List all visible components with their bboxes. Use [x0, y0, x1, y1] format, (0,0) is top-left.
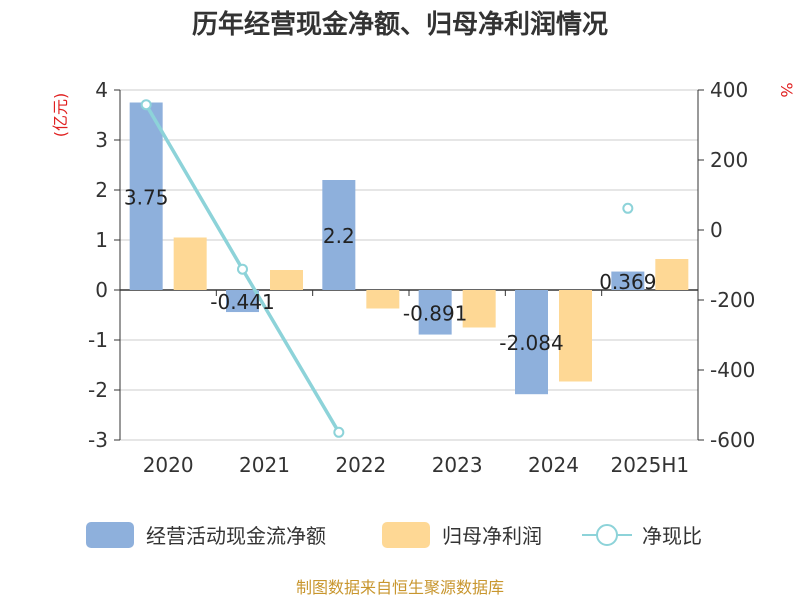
left-tick-label: 0 — [95, 278, 108, 302]
legend-swatch — [86, 522, 134, 548]
ratio-point — [140, 99, 152, 111]
left-tick-label: 1 — [95, 228, 108, 252]
right-tick-label: -400 — [710, 358, 755, 382]
left-tick-label: 4 — [95, 78, 108, 102]
net-profit-bar — [559, 290, 592, 382]
chart-title: 历年经营现金净额、归母净利润情况 — [192, 9, 608, 40]
x-tick-label: 2025H1 — [610, 453, 689, 477]
ratio-point — [333, 426, 345, 438]
cashflow-data-label: 3.75 — [124, 185, 169, 209]
legend-label: 归母净利润 — [442, 524, 542, 548]
axes: 4 3 2 1 0 -1 -2 -3 400 200 0 -200 -400 -600 2020 2021 20… — [88, 78, 755, 477]
net-profit-bar — [655, 259, 689, 290]
right-tick-label: 0 — [710, 218, 723, 242]
left-tick-label: -2 — [88, 378, 108, 402]
net-profit-bar — [366, 290, 400, 309]
legend: 经营活动现金流净额 归母净利润 净现比 — [86, 522, 702, 548]
right-axis-unit: % — [777, 82, 796, 97]
cashflow-bar — [611, 271, 645, 290]
legend-swatch — [382, 522, 430, 548]
legend-label: 经营活动现金流净额 — [146, 524, 326, 548]
legend-label: 净现比 — [642, 524, 702, 548]
cashflow-data-label: 2.2 — [323, 224, 355, 248]
cashflow-data-label: -2.084 — [499, 331, 563, 355]
net-profit-bar — [270, 270, 303, 290]
cashflow-bar — [515, 290, 548, 395]
legend-marker — [596, 524, 618, 546]
right-tick-label: 400 — [710, 78, 748, 102]
net-profit-bar — [462, 290, 496, 328]
ratio-line — [140, 99, 634, 438]
right-tick-label: 200 — [710, 148, 748, 172]
cashflow-data-label: 0.369 — [599, 270, 656, 294]
data-labels: 3.75 -0.441 2.2 -0.891 -2.084 0.369 — [124, 185, 657, 355]
x-tick-label: 2021 — [239, 453, 290, 477]
net-profit-bar — [173, 237, 207, 290]
left-tick-label: 2 — [95, 178, 108, 202]
cashflow-bar — [129, 102, 163, 290]
left-tick-label: 3 — [95, 128, 108, 152]
x-tick-label: 2020 — [143, 453, 194, 477]
left-tick-label: -1 — [88, 328, 108, 352]
ratio-point — [622, 202, 634, 214]
gridlines — [120, 89, 698, 441]
cashflow-data-label: -0.891 — [403, 301, 467, 325]
left-axis-unit: (亿元) — [51, 93, 70, 138]
right-tick-label: -200 — [710, 288, 755, 312]
cashflow-bar — [322, 180, 356, 290]
x-tick-label: 2023 — [432, 453, 483, 477]
cashflow-bar — [226, 290, 259, 313]
x-tick-label: 2024 — [528, 453, 579, 477]
cashflow-bar — [418, 290, 452, 335]
cashflow-data-label: -0.441 — [210, 290, 274, 314]
source-note: 制图数据来自恒生聚源数据库 — [296, 578, 504, 597]
ratio-point — [237, 263, 248, 275]
left-tick-label: -3 — [88, 428, 108, 452]
right-tick-label: -600 — [710, 428, 755, 452]
x-tick-label: 2022 — [335, 453, 386, 477]
bars — [129, 102, 689, 395]
